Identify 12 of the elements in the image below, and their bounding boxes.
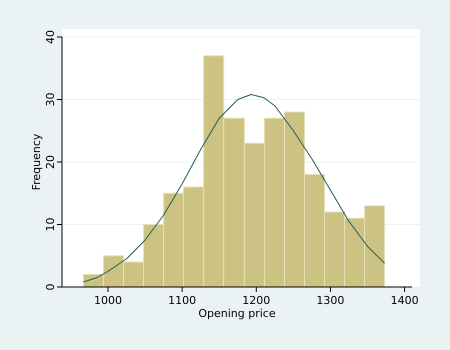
y-tick-label: 20: [44, 155, 57, 169]
y-tick-label: 40: [44, 30, 57, 44]
x-tick-label: 1200: [242, 294, 270, 307]
y-tick-label: 0: [44, 284, 57, 290]
y-axis-title: Frequency: [30, 133, 43, 190]
y-tick-label: 10: [44, 218, 57, 232]
x-tick-label: 1000: [94, 294, 122, 307]
x-axis-title: Opening price: [198, 307, 276, 320]
x-tick-label: 1300: [316, 294, 344, 307]
x-tick-label: 1400: [390, 294, 419, 307]
x-tick-label: 1100: [168, 294, 196, 307]
y-tick-label: 30: [44, 92, 57, 106]
